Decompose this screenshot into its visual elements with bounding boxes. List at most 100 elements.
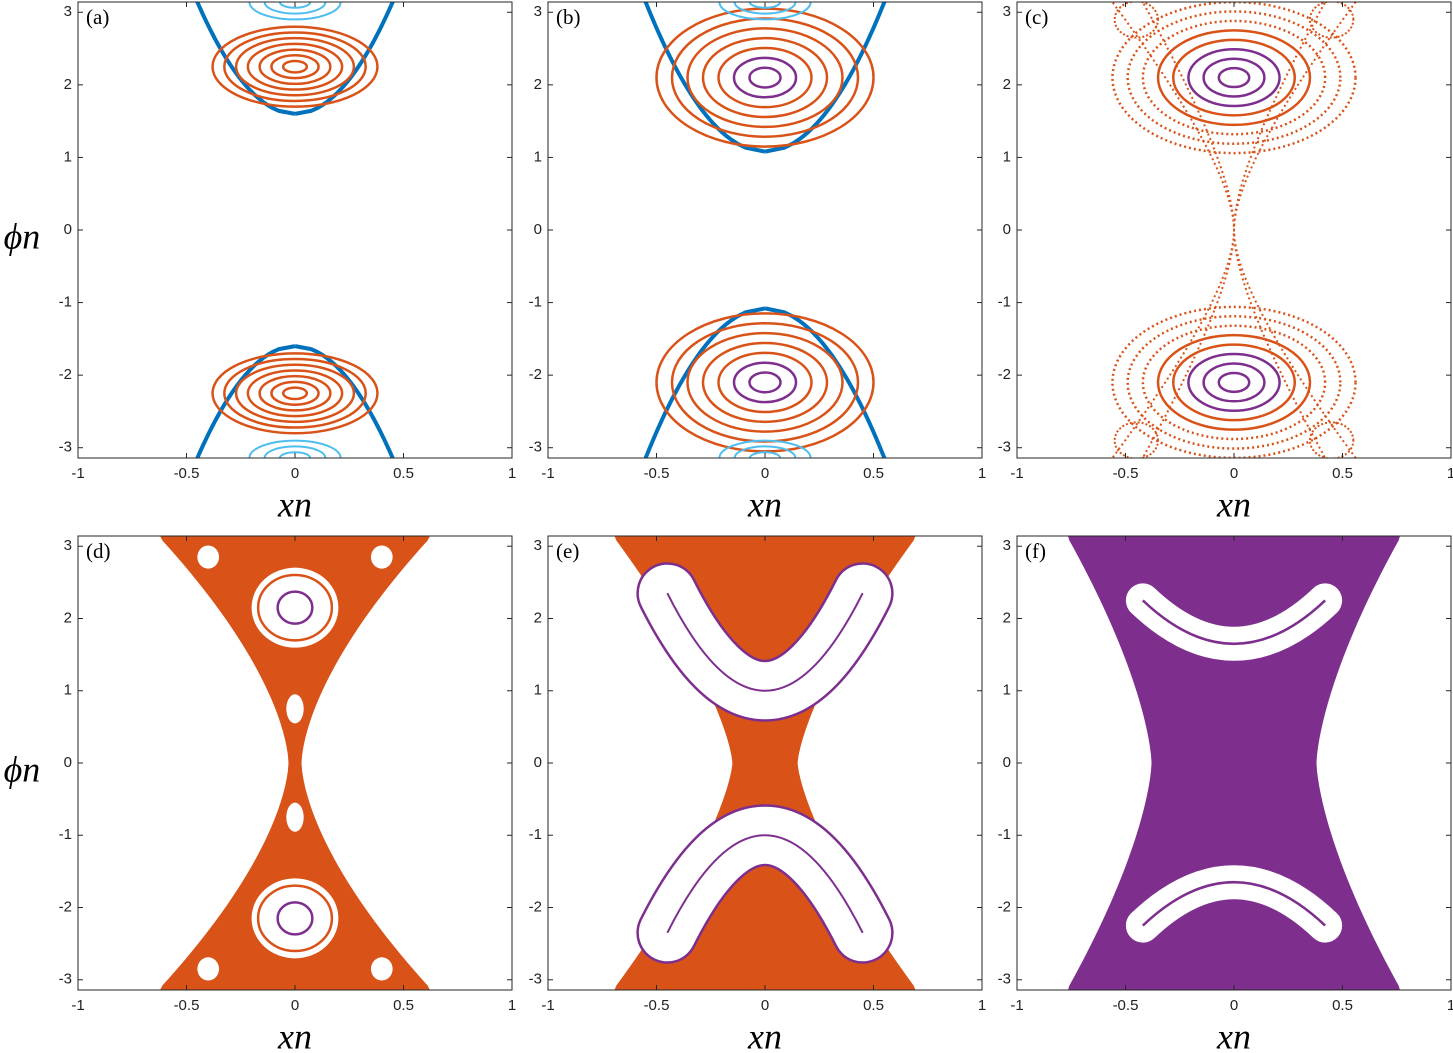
chaotic-sea (1068, 536, 1400, 990)
y-tick-label: 3 (534, 3, 542, 20)
y-tick-label: 1 (64, 148, 72, 165)
panel: -1 -0.5 0 0.5 1 -3 -2 -1 0 1 2 3 (e) xn (529, 535, 986, 1053)
panel: -1 -0.5 0 0.5 1 -3 -2 -1 0 1 2 3 (c) xn (998, 1, 1453, 524)
orbit (281, 59, 309, 74)
orbit (286, 802, 304, 832)
y-tick-label: 2 (1003, 609, 1011, 626)
y-tick-label: -1 (529, 294, 542, 311)
y-tick-label: -1 (998, 294, 1011, 311)
panel-label: (f) (1025, 539, 1046, 563)
orbit (276, 901, 314, 936)
orbit (717, 46, 813, 109)
plot-area (160, 536, 430, 990)
x-tick-label: 0 (761, 465, 769, 482)
orbit (686, 27, 844, 129)
orbit (1308, 2, 1355, 39)
orbit (1187, 48, 1281, 108)
orbit (1141, 19, 1327, 136)
x-tick-label: -1 (1010, 465, 1023, 482)
orbit (234, 36, 356, 97)
panel-label: (b) (556, 5, 581, 29)
plot-area (614, 536, 916, 990)
orbit (670, 322, 860, 443)
x-tick-label: 1 (1447, 465, 1453, 482)
orbit (197, 545, 220, 569)
panel: -1 -0.5 0 0.5 1 -3 -2 -1 0 1 2 3 (b) xn (529, 1, 986, 524)
x-tick-label: 0.5 (1332, 997, 1353, 1014)
y-tick-label: 1 (1003, 682, 1011, 699)
x-tick-label: -0.5 (1113, 465, 1139, 482)
orbit (1111, 305, 1357, 458)
separatrix (1111, 229, 1357, 458)
y-tick-label: 1 (64, 682, 72, 699)
orbit (258, 374, 332, 412)
x-tick-label: 0.5 (863, 997, 884, 1014)
x-tick-label: 0.5 (393, 997, 414, 1014)
y-tick-label: -2 (998, 366, 1011, 383)
orbit (234, 363, 356, 424)
x-tick-label: -1 (1010, 997, 1023, 1014)
x-axis-label: xn (1216, 1016, 1251, 1053)
orbit (270, 380, 320, 406)
chaotic-sea (160, 536, 430, 990)
x-tick-label: -1 (541, 997, 554, 1014)
y-tick-label: -2 (59, 898, 72, 915)
panel-label: (e) (556, 539, 579, 563)
y-tick-label: 0 (534, 221, 542, 238)
y-tick-label: -2 (998, 898, 1011, 915)
x-tick-label: -0.5 (644, 997, 670, 1014)
y-tick-label: -3 (529, 439, 542, 456)
panel-label: (d) (86, 539, 111, 563)
x-axis-label: xn (747, 1016, 782, 1053)
y-axis-label: ϕn (4, 216, 41, 256)
y-tick-label: 2 (534, 76, 542, 93)
y-tick-label: -2 (529, 366, 542, 383)
x-tick-label: 0 (1230, 997, 1238, 1014)
plot-area (1068, 536, 1400, 990)
orbit (246, 42, 344, 91)
orbit (246, 369, 344, 418)
orbit (1113, 2, 1160, 39)
orbit (211, 352, 379, 435)
y-tick-label: 1 (1003, 148, 1011, 165)
orbit (256, 573, 334, 642)
plot-area (195, 2, 395, 458)
y-tick-label: 2 (1003, 76, 1011, 93)
x-tick-label: 0.5 (863, 465, 884, 482)
panel: -1 -0.5 0 0.5 1 -3 -2 -1 0 1 2 3 (f) xn (998, 535, 1453, 1053)
y-tick-label: 3 (64, 3, 72, 20)
x-tick-label: 0 (291, 465, 299, 482)
x-tick-label: 0.5 (1332, 465, 1353, 482)
orbit (701, 36, 829, 119)
orbit (666, 592, 864, 692)
y-axis-label: ϕn (4, 749, 41, 789)
y-tick-label: -3 (998, 439, 1011, 456)
y-tick-label: 0 (64, 754, 72, 771)
orbit (655, 7, 875, 148)
orbit (1126, 315, 1342, 450)
separatrix (195, 2, 395, 116)
panel-label: (a) (86, 5, 109, 29)
y-tick-label: -1 (529, 826, 542, 843)
orbit (1308, 421, 1355, 458)
orbit (1126, 10, 1342, 145)
orbit (1187, 352, 1281, 412)
x-tick-label: -1 (71, 465, 84, 482)
y-tick-label: 1 (534, 148, 542, 165)
x-tick-label: 0 (291, 997, 299, 1014)
orbit (1171, 38, 1297, 117)
orbit (1141, 324, 1327, 441)
orbit (686, 331, 844, 433)
orbit (286, 694, 304, 724)
orbit (1217, 371, 1251, 394)
orbit (256, 884, 334, 953)
orbit (223, 357, 367, 429)
orbit (270, 54, 320, 80)
orbit (258, 48, 332, 86)
x-tick-label: 0 (1230, 465, 1238, 482)
x-tick-label: -1 (71, 997, 84, 1014)
separatrix (643, 2, 887, 154)
orbit (701, 341, 829, 424)
panel: -1 -0.5 0 0.5 1 -3 -2 -1 0 1 2 3 (d) xn ϕn (4, 535, 516, 1053)
